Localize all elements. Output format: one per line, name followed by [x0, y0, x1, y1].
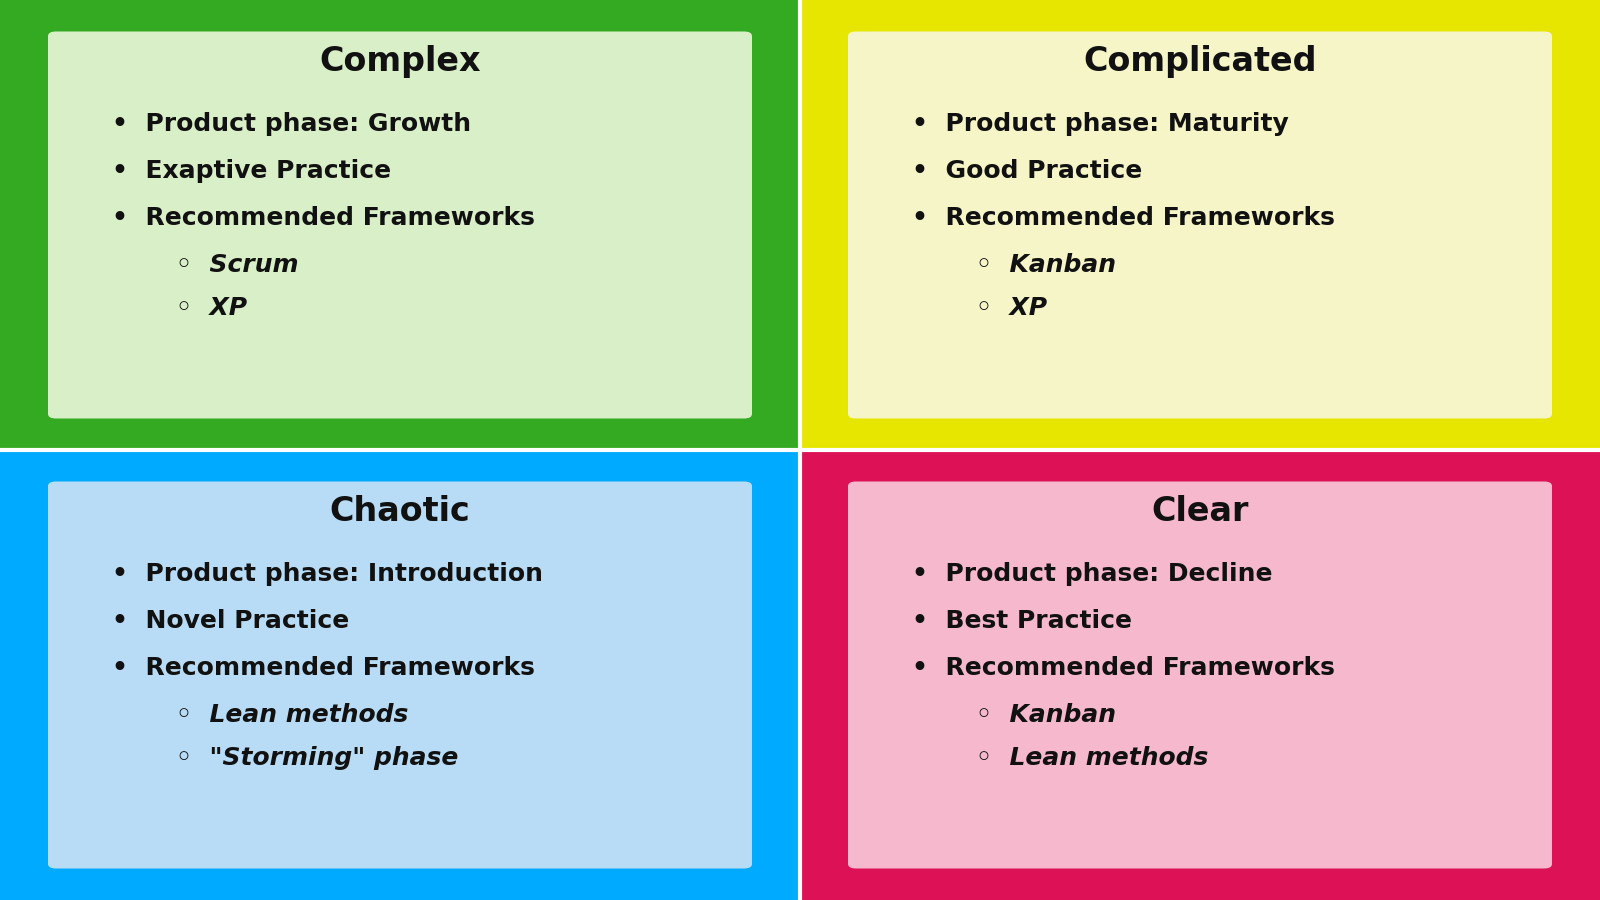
FancyBboxPatch shape [848, 32, 1552, 419]
Bar [800, 0, 1600, 450]
Text: ◦  XP: ◦ XP [976, 296, 1046, 320]
Text: Complicated: Complicated [1083, 45, 1317, 78]
FancyBboxPatch shape [48, 482, 752, 868]
Text: •  Recommended Frameworks: • Recommended Frameworks [112, 206, 534, 230]
Text: •  Recommended Frameworks: • Recommended Frameworks [912, 206, 1334, 230]
Text: Clear: Clear [1152, 495, 1248, 528]
Text: •  Product phase: Introduction: • Product phase: Introduction [112, 562, 542, 587]
Text: •  Best Practice: • Best Practice [912, 609, 1133, 634]
Text: •  Recommended Frameworks: • Recommended Frameworks [112, 656, 534, 680]
Text: Chaotic: Chaotic [330, 495, 470, 528]
Text: ◦  XP: ◦ XP [176, 296, 246, 320]
FancyBboxPatch shape [48, 32, 752, 419]
Text: ◦  Kanban: ◦ Kanban [976, 703, 1117, 727]
Text: •  Exaptive Practice: • Exaptive Practice [112, 159, 390, 184]
Text: ◦  Scrum: ◦ Scrum [176, 253, 299, 277]
Bar [800, 450, 1600, 900]
Text: •  Product phase: Growth: • Product phase: Growth [112, 112, 470, 137]
Bar [0, 0, 800, 450]
Bar [0, 450, 800, 900]
Text: •  Product phase: Decline: • Product phase: Decline [912, 562, 1272, 587]
Text: ◦  Kanban: ◦ Kanban [976, 253, 1117, 277]
Text: Complex: Complex [320, 45, 480, 78]
Text: ◦  Lean methods: ◦ Lean methods [176, 703, 408, 727]
Text: •  Novel Practice: • Novel Practice [112, 609, 349, 634]
FancyBboxPatch shape [848, 482, 1552, 868]
Text: •  Product phase: Maturity: • Product phase: Maturity [912, 112, 1288, 137]
Text: ◦  Lean methods: ◦ Lean methods [976, 746, 1208, 770]
Text: •  Recommended Frameworks: • Recommended Frameworks [912, 656, 1334, 680]
Text: ◦  "Storming" phase: ◦ "Storming" phase [176, 746, 458, 770]
Text: •  Good Practice: • Good Practice [912, 159, 1142, 184]
